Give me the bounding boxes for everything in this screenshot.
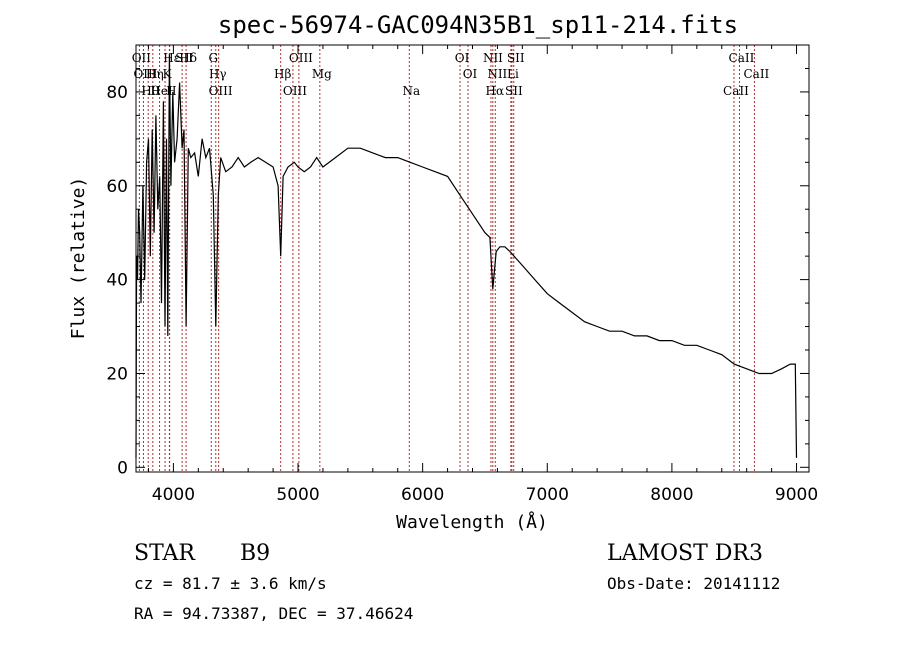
line-label: SII [175,51,193,65]
line-label: SII [505,84,523,98]
line-label: Hβ [274,67,291,81]
line-label: Hη [146,67,164,81]
line-label: OI [463,67,478,81]
line-label: OII [132,51,152,65]
line-label: Hε [163,51,180,65]
line-label: CaII [729,51,755,65]
y-tick-label: 0 [117,458,128,478]
line-label: HeI [150,84,173,98]
line-label: CaII [723,84,749,98]
spectrum-line [135,54,798,458]
x-tick-label: 6000 [401,485,444,505]
line-label: Hγ [209,67,227,81]
y-tick-label: 40 [106,271,128,291]
line-label: OIII [133,67,157,81]
line-label: NII [487,67,507,81]
x-tick-label: 8000 [650,485,693,505]
line-label: K [163,67,173,81]
chart-title: spec-56974-GAC094N35B1_sp11-214.fits [218,11,738,39]
line-label: Mg [312,67,332,81]
line-label: Na [402,84,420,98]
line-label: G [208,51,218,65]
line-label: Hδ [179,51,197,65]
object-subclass: B9 [240,541,270,566]
line-label: H [166,84,176,98]
x-axis-ticks: 4000 5000 6000 7000 8000 9000 [147,45,818,505]
line-label: CaII [743,67,769,81]
x-axis-label: Wavelength (Å) [396,511,548,533]
spectral-line-markers [138,45,755,472]
y-tick-label: 80 [106,83,128,103]
object-class: STAR [134,541,196,566]
x-tick-label: 9000 [775,485,818,505]
y-axis-label: Flux (relative) [68,177,89,340]
line-label: OIII [209,84,233,98]
x-tick-label: 7000 [526,485,569,505]
line-label: Hα [486,84,505,98]
line-label: SII [507,51,525,65]
y-axis-ticks: 0 20 40 60 80 [106,67,809,478]
spectral-line-labels: Hδ KH Hε Hη Hθ OII OIII HeI SII Hγ OIII G Hβ OIII OIII… [132,51,770,98]
line-label: Hθ [141,84,159,98]
coordinates: RA = 94.73387, DEC = 37.46624 [134,604,413,623]
x-tick-label: 4000 [152,485,195,505]
x-tick-label: 5000 [276,485,319,505]
line-label: Li [507,67,519,81]
y-tick-label: 20 [106,364,128,384]
obs-date: Obs-Date: 20141112 [607,574,780,593]
redshift-readout: cz = 81.7 ± 3.6 km/s [134,574,327,593]
y-tick-label: 60 [106,177,128,197]
line-label: OIII [283,84,307,98]
line-label: OI [455,51,470,65]
line-label: OIII [289,51,313,65]
line-label: NII [483,51,503,65]
plot-frame [135,44,810,473]
survey-name: LAMOST DR3 [607,541,763,566]
